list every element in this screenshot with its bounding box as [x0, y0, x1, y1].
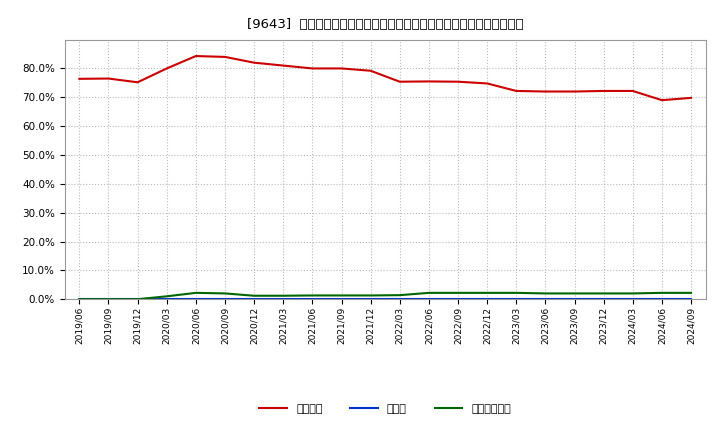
のれん — [599, 297, 608, 302]
のれん — [454, 297, 462, 302]
繰延税金資産 — [366, 293, 375, 298]
のれん — [570, 297, 579, 302]
自己資本 — [75, 76, 84, 81]
のれん — [512, 297, 521, 302]
のれん — [192, 297, 200, 302]
のれん — [308, 297, 317, 302]
繰延税金資産 — [541, 291, 550, 296]
のれん — [425, 297, 433, 302]
繰延税金資産 — [308, 293, 317, 298]
のれん — [337, 297, 346, 302]
のれん — [395, 297, 404, 302]
自己資本 — [250, 60, 258, 65]
のれん — [279, 297, 287, 302]
繰延税金資産 — [483, 290, 492, 296]
のれん — [220, 297, 229, 302]
繰延税金資産 — [163, 293, 171, 299]
Line: 自己資本: 自己資本 — [79, 56, 691, 100]
自己資本 — [512, 88, 521, 94]
自己資本 — [687, 95, 696, 100]
繰延税金資産 — [279, 293, 287, 298]
のれん — [75, 297, 84, 302]
のれん — [104, 297, 113, 302]
自己資本 — [425, 79, 433, 84]
自己資本 — [541, 89, 550, 94]
Line: 繰延税金資産: 繰延税金資産 — [79, 293, 691, 299]
繰延税金資産 — [220, 291, 229, 296]
繰延税金資産 — [657, 290, 666, 296]
繰延税金資産 — [599, 291, 608, 296]
繰延税金資産 — [512, 290, 521, 296]
自己資本 — [454, 79, 462, 84]
のれん — [687, 297, 696, 302]
自己資本 — [366, 68, 375, 73]
繰延税金資産 — [425, 290, 433, 296]
のれん — [629, 297, 637, 302]
繰延税金資産 — [629, 291, 637, 296]
自己資本 — [599, 88, 608, 94]
自己資本 — [337, 66, 346, 71]
自己資本 — [133, 80, 142, 85]
自己資本 — [279, 63, 287, 68]
繰延税金資産 — [395, 293, 404, 298]
自己資本 — [220, 54, 229, 59]
自己資本 — [657, 98, 666, 103]
Title: [9643]  自己資本、のれん、繰延税金資産の総資産に対する比率の推移: [9643] 自己資本、のれん、繰延税金資産の総資産に対する比率の推移 — [247, 18, 523, 32]
繰延税金資産 — [192, 290, 200, 296]
繰延税金資産 — [104, 297, 113, 302]
自己資本 — [570, 89, 579, 94]
のれん — [483, 297, 492, 302]
Legend: 自己資本, のれん, 繰延税金資産: 自己資本, のれん, 繰延税金資産 — [255, 400, 516, 418]
自己資本 — [192, 53, 200, 59]
のれん — [541, 297, 550, 302]
繰延税金資産 — [454, 290, 462, 296]
のれん — [133, 297, 142, 302]
自己資本 — [629, 88, 637, 94]
のれん — [163, 297, 171, 302]
繰延税金資産 — [250, 293, 258, 298]
自己資本 — [308, 66, 317, 71]
繰延税金資産 — [570, 291, 579, 296]
繰延税金資産 — [75, 297, 84, 302]
繰延税金資産 — [133, 297, 142, 302]
繰延税金資産 — [687, 290, 696, 296]
のれん — [657, 297, 666, 302]
自己資本 — [483, 81, 492, 86]
のれん — [250, 297, 258, 302]
自己資本 — [104, 76, 113, 81]
自己資本 — [163, 66, 171, 71]
繰延税金資産 — [337, 293, 346, 298]
のれん — [366, 297, 375, 302]
自己資本 — [395, 79, 404, 84]
